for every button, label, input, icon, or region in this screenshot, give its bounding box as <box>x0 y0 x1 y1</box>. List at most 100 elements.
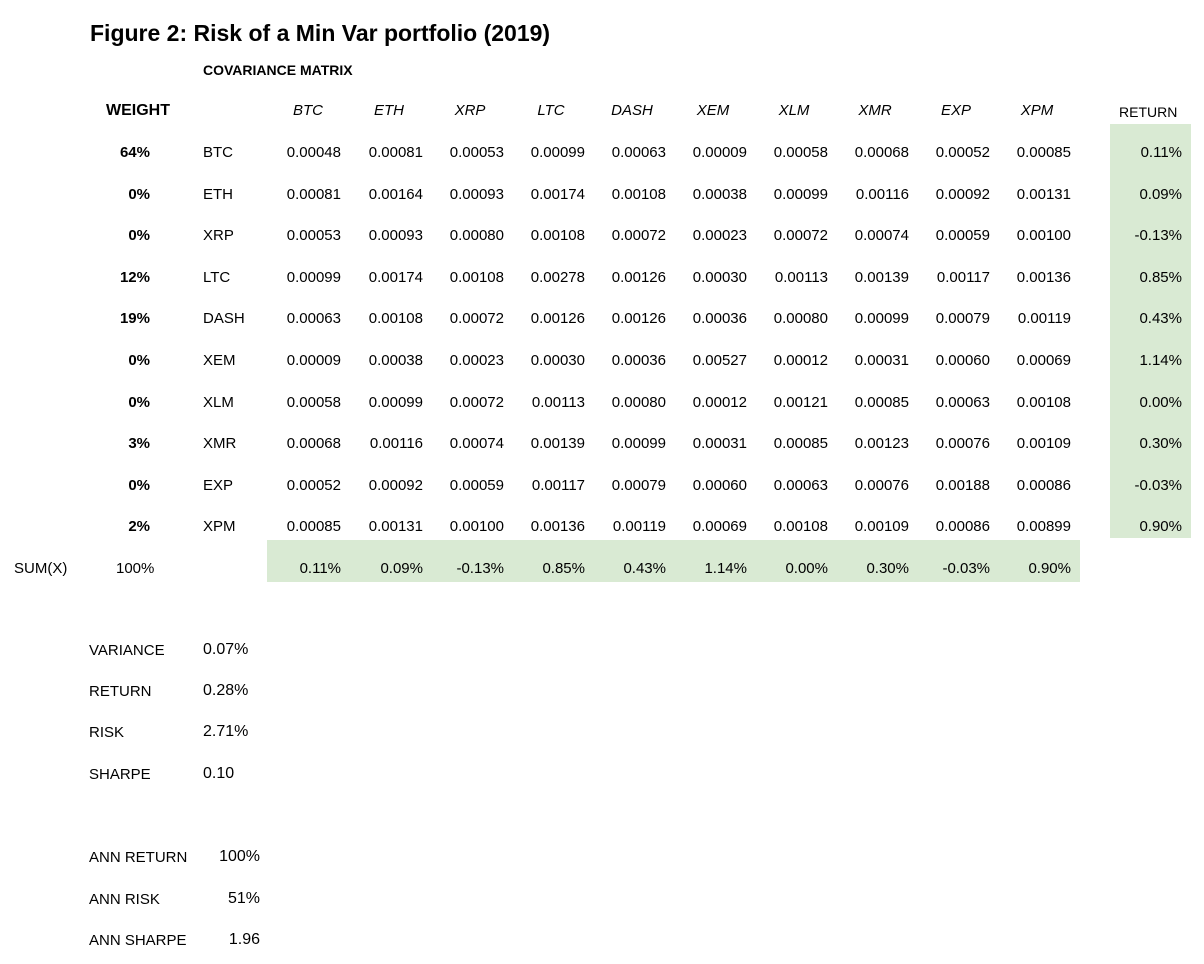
weight-cell: 0% <box>128 476 150 494</box>
covariance-cell: 0.00109 <box>854 518 909 536</box>
covariance-cell: 0.00081 <box>368 144 423 161</box>
covariance-cell: 0.00052 <box>935 144 990 161</box>
sum-cell: 0.30% <box>866 560 909 577</box>
covariance-cell: 0.00131 <box>368 518 423 536</box>
covariance-cell: 0.00188 <box>935 476 990 494</box>
covariance-cell: 0.00063 <box>611 144 666 161</box>
covariance-cell: 0.00108 <box>449 268 504 286</box>
covariance-cell: 0.00036 <box>611 352 666 369</box>
covariance-cell: 0.00126 <box>611 268 666 286</box>
return-column-highlight <box>1110 124 1191 538</box>
column-header-eth: ETH <box>374 102 404 119</box>
covariance-cell: 0.00012 <box>692 393 747 411</box>
sum-label: SUM(X) <box>14 560 68 577</box>
covariance-cell: 0.00119 <box>1017 310 1071 328</box>
stat-label: VARIANCE <box>89 642 165 659</box>
covariance-cell: 0.00099 <box>286 268 341 286</box>
covariance-cell: 0.00063 <box>286 310 341 328</box>
covariance-cell: 0.00009 <box>692 144 747 161</box>
return-cell: -0.13% <box>1134 227 1182 245</box>
ann-stat-value: 51% <box>227 890 260 907</box>
sum-cell: 0.00% <box>785 560 828 577</box>
covariance-cell: 0.00085 <box>1016 144 1071 161</box>
figure-title: Figure 2: Risk of a Min Var portfolio (2… <box>90 20 551 46</box>
covariance-cell: 0.00038 <box>692 185 747 203</box>
covariance-cell: 0.00063 <box>935 393 990 411</box>
stat-value: 0.28% <box>203 682 249 699</box>
return-cell: 0.30% <box>1139 435 1182 453</box>
covariance-cell: 0.00899 <box>1016 518 1071 536</box>
covariance-cell: 0.00059 <box>449 476 504 494</box>
weight-cell: 3% <box>128 435 150 453</box>
covariance-cell: 0.00009 <box>286 352 341 369</box>
covariance-cell: 0.00093 <box>368 227 423 245</box>
row-label-xrp: XRP <box>203 227 234 245</box>
sum-cell: 0.09% <box>380 560 423 577</box>
covariance-cell: 0.00126 <box>530 310 585 328</box>
covariance-cell: 0.00108 <box>368 310 423 328</box>
covariance-cell: 0.00031 <box>854 352 909 369</box>
covariance-cell: 0.00117 <box>531 476 585 494</box>
covariance-cell: 0.00060 <box>935 352 990 369</box>
column-header-ltc: LTC <box>537 102 565 119</box>
column-header-xmr: XMR <box>858 102 892 119</box>
stat-value: 0.07% <box>203 641 249 658</box>
covariance-cell: 0.00278 <box>530 268 585 286</box>
column-header-exp: EXP <box>940 102 971 119</box>
covariance-cell: 0.00136 <box>1016 268 1071 286</box>
covariance-cell: 0.00086 <box>935 518 990 536</box>
covariance-cell: 0.00113 <box>774 268 828 286</box>
ann-stat-value: 1.96 <box>228 931 260 948</box>
covariance-cell: 0.00080 <box>449 227 504 245</box>
covariance-cell: 0.00074 <box>854 227 909 245</box>
covariance-cell: 0.00108 <box>773 518 828 536</box>
covariance-cell: 0.00048 <box>286 144 341 161</box>
weight-cell: 64% <box>119 144 150 161</box>
covariance-cell: 0.00072 <box>773 227 828 245</box>
covariance-cell: 0.00131 <box>1016 185 1071 203</box>
covariance-cell: 0.00100 <box>1016 227 1071 245</box>
covariance-cell: 0.00093 <box>449 185 504 203</box>
covariance-cell: 0.00072 <box>449 393 504 411</box>
covariance-cell: 0.00136 <box>530 518 585 536</box>
covariance-cell: 0.00058 <box>773 144 828 161</box>
covariance-cell: 0.00023 <box>449 352 504 369</box>
covariance-cell: 0.00139 <box>854 268 909 286</box>
covariance-cell: 0.00012 <box>773 352 828 369</box>
covariance-cell: 0.00038 <box>368 352 423 369</box>
covariance-cell: 0.00164 <box>368 185 423 203</box>
weight-cell: 19% <box>119 310 150 328</box>
covariance-cell: 0.00108 <box>611 185 666 203</box>
covariance-cell: 0.00059 <box>935 227 990 245</box>
row-label-xpm: XPM <box>203 518 236 536</box>
covariance-cell: 0.00099 <box>530 144 585 161</box>
covariance-cell: 0.00116 <box>855 185 909 203</box>
covariance-cell: 0.00085 <box>286 518 341 536</box>
covariance-cell: 0.00174 <box>368 268 423 286</box>
row-label-xem: XEM <box>203 352 236 369</box>
covariance-cell: 0.00117 <box>936 268 990 286</box>
weight-cell: 0% <box>128 393 150 411</box>
weight-cell: 0% <box>128 352 150 369</box>
sum-cell: 1.14% <box>704 560 747 577</box>
row-label-eth: ETH <box>203 185 233 203</box>
weight-cell: 2% <box>128 518 150 536</box>
covariance-cell: 0.00053 <box>449 144 504 161</box>
sum-cell: 0.85% <box>542 560 585 577</box>
sum-cell: -0.13% <box>456 560 504 577</box>
matrix-title: COVARIANCE MATRIX <box>203 62 353 78</box>
covariance-cell: 0.00119 <box>612 518 666 536</box>
ann-stat-value: 100% <box>219 848 260 865</box>
covariance-cell: 0.00113 <box>531 393 585 411</box>
covariance-cell: 0.00063 <box>773 476 828 494</box>
sum-weight: 100% <box>116 560 155 577</box>
covariance-cell: 0.00099 <box>773 185 828 203</box>
sum-cell: 0.11% <box>299 560 341 577</box>
covariance-cell: 0.00081 <box>286 185 341 203</box>
stat-value: 2.71% <box>203 723 249 740</box>
return-cell: -0.03% <box>1134 476 1182 494</box>
covariance-cell: 0.00072 <box>449 310 504 328</box>
covariance-cell: 0.00099 <box>854 310 909 328</box>
column-header-btc: BTC <box>293 102 323 119</box>
stat-value: 0.10 <box>203 765 235 782</box>
